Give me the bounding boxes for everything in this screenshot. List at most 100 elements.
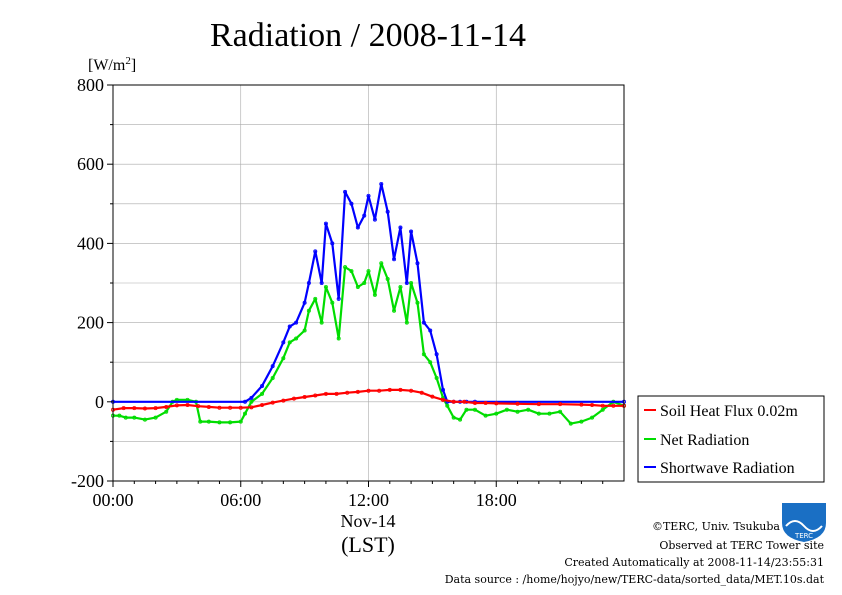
data-point: [421, 352, 426, 357]
data-point: [515, 409, 520, 414]
data-point: [164, 404, 169, 409]
data-point: [372, 292, 377, 297]
x-tick-label: 06:00: [220, 490, 261, 510]
data-point: [306, 280, 311, 285]
data-point: [330, 300, 335, 305]
data-point: [330, 241, 335, 246]
legend-label-shortwave: Shortwave Radiation: [660, 460, 795, 477]
data-point: [306, 308, 311, 313]
series-layer: [111, 181, 627, 426]
data-point: [217, 420, 222, 425]
y-tick-label: -200: [71, 471, 104, 491]
data-point: [343, 265, 348, 270]
data-point: [174, 403, 179, 408]
data-point: [270, 364, 275, 369]
credit-source: Data source : /home/hojyo/new/TERC-data/…: [445, 573, 825, 586]
data-point: [249, 395, 254, 400]
data-point: [464, 407, 469, 412]
data-point: [355, 389, 360, 394]
data-point: [451, 415, 456, 420]
data-point: [198, 419, 203, 424]
data-point: [287, 340, 292, 345]
data-point: [398, 225, 403, 230]
data-point: [483, 400, 488, 405]
legend-item-soil-heat-flux: Soil Heat Flux 0.02m: [644, 403, 798, 420]
data-point: [398, 284, 403, 289]
x-date-label: Nov-14: [341, 511, 396, 531]
data-point: [415, 300, 420, 305]
data-point: [558, 409, 563, 414]
data-point: [132, 406, 137, 411]
data-point: [377, 388, 382, 393]
data-point: [281, 340, 286, 345]
data-point: [260, 391, 265, 396]
data-point: [387, 387, 392, 392]
data-point: [260, 402, 265, 407]
legend-item-net-radiation: Net Radiation: [644, 432, 749, 449]
data-point: [185, 402, 190, 407]
data-point: [372, 217, 377, 222]
data-point: [334, 391, 339, 396]
legend-box: [637, 395, 825, 483]
data-point: [345, 390, 350, 395]
x-tick-label: 00:00: [92, 490, 133, 510]
data-point: [379, 181, 384, 186]
data-point: [419, 390, 424, 395]
data-point: [302, 395, 307, 400]
data-point: [243, 399, 248, 404]
data-point: [472, 407, 477, 412]
data-point: [206, 419, 211, 424]
x-tick-label: 12:00: [348, 490, 389, 510]
data-point: [132, 415, 137, 420]
chart-title: Radiation / 2008-11-14: [210, 17, 526, 54]
data-point: [404, 320, 409, 325]
data-point: [409, 280, 414, 285]
data-point: [291, 396, 296, 401]
data-point: [355, 225, 360, 230]
data-point: [579, 402, 584, 407]
data-point: [313, 249, 318, 254]
series-line-soil-heat-flux-0-02m: [112, 388, 624, 411]
y-tick-label: 800: [77, 75, 104, 95]
y-tick-label: 400: [77, 233, 104, 253]
data-point: [590, 415, 595, 420]
data-point: [568, 421, 573, 426]
data-point: [243, 411, 248, 416]
data-point: [428, 360, 433, 365]
data-point: [142, 417, 147, 422]
data-point: [336, 296, 341, 301]
data-point: [579, 419, 584, 424]
data-point: [349, 201, 354, 206]
legend: Soil Heat Flux 0.02m Net Radiation Short…: [637, 395, 825, 483]
data-point: [281, 398, 286, 403]
data-point: [323, 391, 328, 396]
terc-logo: TERC: [782, 503, 826, 542]
data-point: [336, 336, 341, 341]
data-point: [483, 413, 488, 418]
data-point: [349, 269, 354, 274]
data-point: [409, 229, 414, 234]
data-point: [392, 308, 397, 313]
data-point: [196, 404, 201, 409]
data-point: [302, 300, 307, 305]
data-point: [355, 284, 360, 289]
data-point: [385, 209, 390, 214]
terc-logo-wave: [785, 520, 823, 532]
data-point: [441, 387, 446, 392]
y-unit-main: [W/m: [88, 57, 126, 74]
data-point: [319, 280, 324, 285]
data-point: [153, 415, 158, 420]
legend-label-net: Net Radiation: [660, 432, 749, 449]
y-unit-close: ]: [131, 57, 136, 74]
data-point: [228, 405, 233, 410]
data-point: [323, 221, 328, 226]
legend-label-soil: Soil Heat Flux 0.02m: [660, 403, 798, 420]
data-point: [249, 405, 254, 410]
data-point: [600, 403, 605, 408]
data-point: [434, 376, 439, 381]
data-point: [323, 284, 328, 289]
data-point: [117, 413, 122, 418]
data-point: [366, 269, 371, 274]
data-point: [536, 411, 541, 416]
